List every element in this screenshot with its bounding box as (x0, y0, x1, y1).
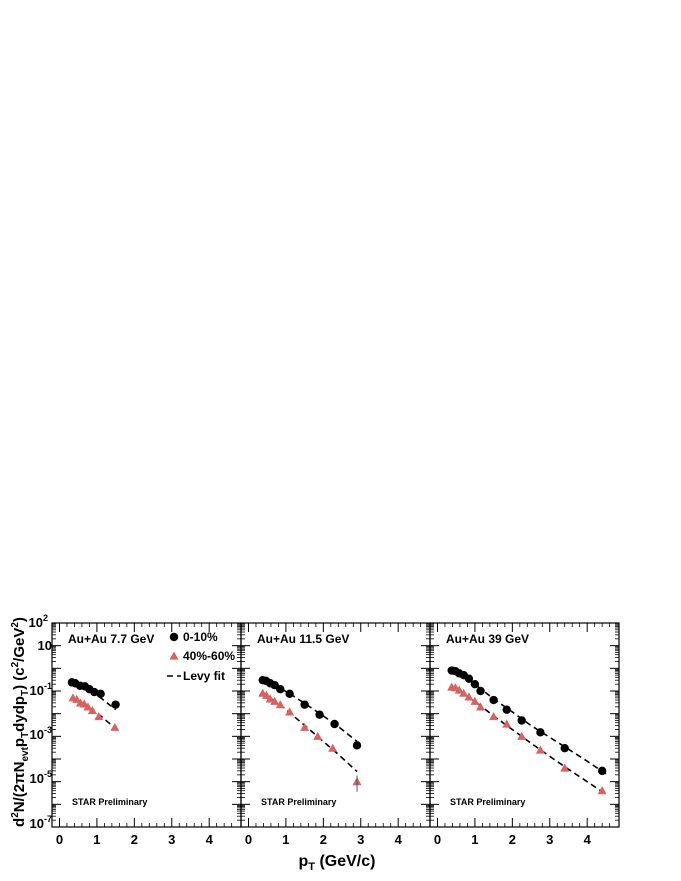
central-point (352, 741, 362, 750)
peripheral-point (502, 719, 512, 728)
central-point (476, 686, 485, 696)
central-point (276, 685, 285, 694)
y-tick-label: 10-3 (30, 725, 52, 742)
peripheral-point (454, 685, 464, 694)
central-point (285, 689, 294, 699)
peripheral-point (476, 702, 486, 711)
x-tick-label: 1 (93, 832, 100, 847)
central-point (330, 719, 339, 729)
x-tick-label: 4 (584, 832, 592, 847)
central-point (560, 743, 569, 753)
x-tick-label: 3 (168, 832, 175, 847)
x-tick-label: 4 (395, 832, 403, 847)
peripheral-point (328, 743, 338, 752)
x-tick-label: 2 (509, 832, 516, 847)
y-tick-label: 102 (29, 613, 48, 630)
x-tick-label: 3 (357, 832, 364, 847)
y-tick-label: 10-5 (30, 769, 52, 786)
x-tick-label: 2 (131, 832, 138, 847)
panel-1: 0 1 2 3 4 Au+Au 7.7 GeV STAR Preliminary 0-10% 4… (51, 622, 242, 847)
peripheral-point (270, 696, 280, 705)
panel-title: Au+Au 7.7 GeV (68, 632, 154, 646)
legend-peripheral-label: 40%-60% (183, 649, 235, 663)
legend-central-label: 0-10% (183, 630, 218, 644)
panel-frame (429, 622, 620, 828)
y-tick-label: 10 (38, 638, 52, 653)
peripheral-point (489, 711, 499, 721)
y-tick-labels: 102 10 10-1 10-3 10-5 10-7 (29, 613, 52, 831)
x-tick-label: 4 (206, 832, 214, 847)
x-tick-label: 0 (245, 832, 252, 847)
y-axis-label: d2N/(2πNevtpTdydpT) (c2/GeV2) (10, 617, 31, 827)
central-point (315, 710, 324, 719)
peripheral-point (275, 700, 285, 709)
panel-title: Au+Au 11.5 GeV (257, 632, 349, 646)
x-tick-label: 2 (320, 832, 327, 847)
peripheral-point (285, 707, 295, 716)
peripheral-point (94, 711, 104, 721)
peripheral-point (459, 688, 469, 697)
x-tick-label: 1 (471, 832, 478, 847)
peripheral-point (597, 786, 607, 795)
peripheral-point (517, 731, 527, 740)
central-point (489, 695, 498, 705)
peripheral-point (470, 696, 480, 705)
peripheral-point (83, 702, 93, 711)
watermark: STAR Preliminary (72, 797, 147, 807)
levy-fit-line (262, 693, 358, 773)
peripheral-point (464, 692, 474, 701)
x-tick-label: 1 (282, 832, 289, 847)
y-tick-label: 10-1 (30, 681, 52, 698)
watermark: STAR Preliminary (261, 797, 336, 807)
watermark: STAR Preliminary (450, 797, 525, 807)
central-point (536, 728, 545, 737)
x-tick-label: 0 (434, 832, 441, 847)
central-point (90, 687, 99, 697)
x-axis-label: pT (GeV/c) (299, 853, 376, 873)
legend-peripheral-marker (169, 651, 179, 660)
central-point (502, 705, 511, 714)
legend-fit-label: Levy fit (183, 669, 225, 683)
peripheral-point (560, 763, 570, 772)
central-point (517, 716, 526, 725)
central-point (470, 679, 480, 689)
peripheral-point (535, 745, 545, 754)
central-point (597, 766, 607, 776)
y-tick-label: 10-7 (30, 814, 52, 831)
peripheral-point (110, 722, 120, 731)
legend-central-marker (169, 632, 179, 642)
peripheral-point (87, 705, 97, 714)
peripheral-point (72, 694, 82, 703)
x-tick-label: 3 (546, 832, 553, 847)
peripheral-point (265, 694, 275, 703)
peripheral-point (261, 690, 271, 699)
central-point (464, 674, 474, 683)
central-point (300, 700, 309, 709)
panel-2: 0 1 2 3 4 Au+Au 11.5 GeV STAR Preliminary (240, 622, 431, 847)
central-point (96, 689, 105, 699)
panel-title: Au+Au 39 GeV (446, 632, 529, 646)
peripheral-point (300, 722, 310, 731)
x-tick-label: 0 (56, 832, 63, 847)
panels: 0 1 2 3 4 Au+Au 7.7 GeV STAR Preliminary 0-10% 4… (51, 622, 620, 847)
panel-3: 0 1 2 3 4 Au+Au 39 GeV STAR Preliminary (429, 622, 620, 847)
central-point (111, 700, 120, 709)
peripheral-point (313, 731, 323, 740)
